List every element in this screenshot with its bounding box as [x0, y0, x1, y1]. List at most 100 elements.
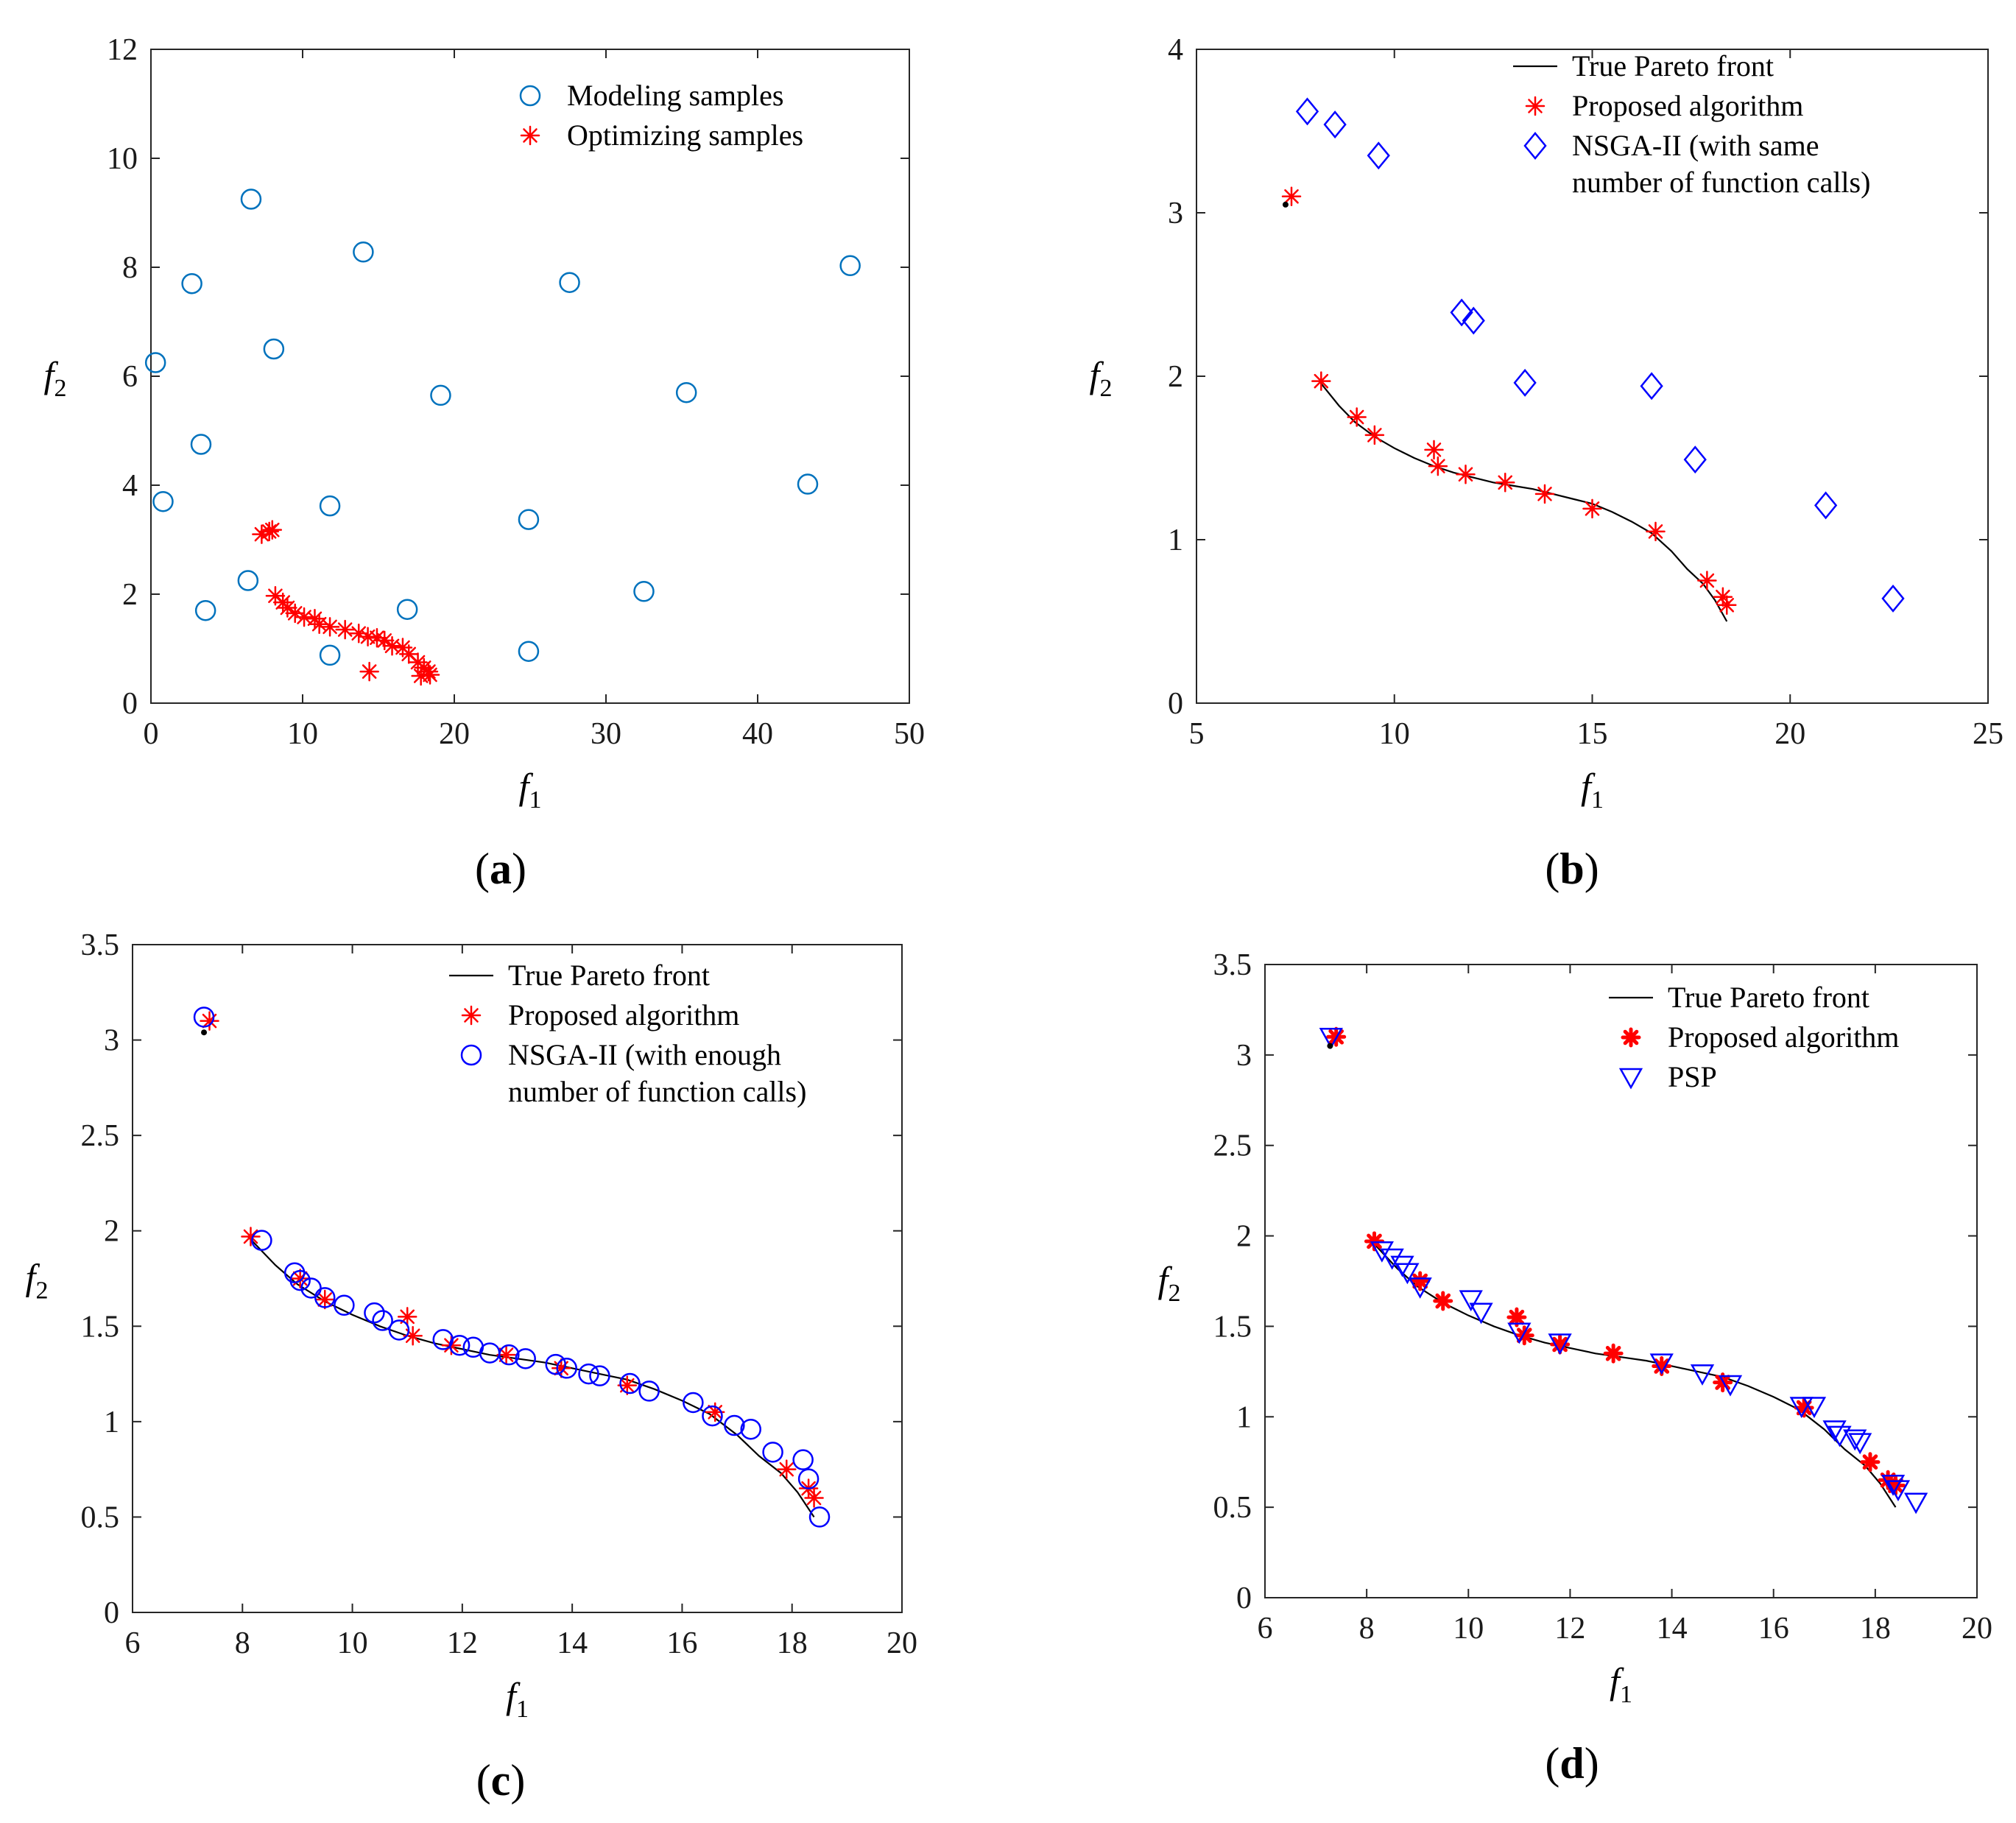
- legend-label: PSP: [1668, 1060, 1717, 1093]
- panel-caption: (b): [1545, 844, 1599, 893]
- series-true-pareto-front: [247, 1235, 815, 1518]
- data-point: [1514, 1325, 1534, 1346]
- legend-label: Proposed algorithm: [1668, 1020, 1899, 1054]
- data-point: [1550, 1334, 1571, 1355]
- y-tick-label: 0: [1236, 1582, 1252, 1615]
- x-tick-label: 10: [1379, 717, 1410, 751]
- data-point: [1640, 372, 1663, 401]
- data-point: [398, 644, 419, 664]
- x-tick-label: 5: [1189, 717, 1205, 751]
- x-tick-label: 15: [1577, 717, 1608, 751]
- data-point: [1582, 498, 1602, 519]
- data-point: [353, 241, 374, 263]
- x-tick-label: 10: [337, 1626, 368, 1660]
- data-point: [1789, 1397, 1814, 1419]
- x-tick-label: 14: [557, 1626, 588, 1660]
- legend-marker: [1618, 1068, 1643, 1090]
- data-point: [797, 473, 819, 495]
- data-point: [448, 1334, 470, 1356]
- panel-d: 6 8 10 12 14 16 18 20 0 0.5 1 1.5 2 2.5 3 3.5 f1 f2 True P…: [1158, 948, 1992, 1788]
- y-tick-label: 2.5: [81, 1119, 120, 1153]
- data-point: [1822, 1420, 1847, 1442]
- data-point: [262, 520, 283, 540]
- data-point: [420, 665, 440, 685]
- panel-a: 0 10 20 30 40 50 0 2 4 6 8 10 12 f1 f2 Modeling samples…: [44, 33, 925, 893]
- x-axis-label: f1: [506, 1675, 529, 1723]
- data-point: [1506, 1307, 1527, 1327]
- data-point: [1462, 306, 1485, 335]
- data-point: [334, 1294, 355, 1316]
- data-point: [367, 627, 387, 648]
- data-point: [1534, 484, 1555, 504]
- y-tick-label: 0: [104, 1596, 119, 1630]
- legend-label-line2: number of function calls): [508, 1075, 806, 1108]
- x-tick-label: 18: [777, 1626, 808, 1660]
- y-axis-label: f2: [44, 354, 67, 402]
- data-point: [1323, 110, 1347, 139]
- data-point: [1713, 587, 1733, 607]
- data-point: [1828, 1425, 1852, 1448]
- data-point: [200, 1011, 219, 1031]
- y-axis-label: f2: [26, 1257, 49, 1305]
- legend-label: NSGA-II (with enough: [508, 1038, 781, 1071]
- data-point: [1495, 473, 1515, 493]
- data-point: [358, 627, 378, 646]
- legend-marker: [1523, 132, 1547, 160]
- legend-label: NSGA-II (with same: [1572, 129, 1819, 162]
- data-point: [705, 1402, 725, 1422]
- data-point: [1878, 1470, 1898, 1490]
- y-tick-label: 0.5: [1213, 1491, 1252, 1525]
- data-point: [411, 666, 431, 686]
- data-point: [265, 585, 286, 606]
- legend-label: Optimizing samples: [567, 119, 803, 152]
- x-tick-label: 25: [1973, 717, 2003, 751]
- data-point: [397, 1307, 417, 1327]
- data-point: [518, 641, 540, 662]
- data-point: [1364, 425, 1385, 445]
- data-point: [319, 495, 341, 517]
- x-tick-label: 40: [742, 717, 773, 751]
- data-point: [1424, 440, 1444, 460]
- legend-label-line2: number of function calls): [1572, 166, 1870, 199]
- data-point: [808, 1506, 831, 1528]
- y-tick-label: 8: [122, 251, 138, 285]
- y-tick-label: 10: [107, 142, 138, 176]
- data-point: [1649, 1353, 1674, 1375]
- legend-marker: [1621, 1027, 1641, 1048]
- data-point: [1814, 491, 1838, 520]
- data-point: [496, 1344, 516, 1365]
- data-point: [617, 1375, 638, 1395]
- data-point: [1395, 1263, 1420, 1285]
- data-point: [418, 661, 439, 682]
- data-point: [518, 509, 540, 530]
- data-point: [1717, 595, 1737, 616]
- series-proposed-algorithm: [1326, 1026, 1906, 1496]
- y-tick-label: 2: [122, 578, 138, 612]
- x-tick-label: 20: [439, 717, 470, 751]
- x-tick-label: 12: [447, 1626, 478, 1660]
- series-marker-3: [1282, 201, 1289, 208]
- data-point: [675, 381, 697, 403]
- data-point: [285, 603, 305, 624]
- data-point: [314, 1287, 336, 1308]
- data-point: [335, 619, 355, 640]
- x-tick-label: 12: [1554, 1612, 1585, 1646]
- x-tick-label: 8: [1359, 1612, 1375, 1646]
- data-point: [638, 1381, 660, 1402]
- data-point: [589, 1365, 610, 1386]
- data-point: [152, 490, 174, 512]
- x-tick-label: 6: [125, 1626, 141, 1660]
- data-point: [633, 581, 655, 602]
- legend-marker: [461, 1005, 482, 1026]
- series-optimizing-samples: [252, 520, 440, 686]
- series-nsga-ii-with-same: [1295, 97, 1905, 613]
- panel-caption: (d): [1545, 1739, 1599, 1788]
- data-point: [294, 607, 314, 627]
- data-point: [1410, 1271, 1431, 1291]
- data-point: [1683, 445, 1707, 474]
- y-tick-label: 2.5: [1213, 1129, 1252, 1163]
- series-marker-3: [201, 1029, 208, 1036]
- y-tick-label: 4: [122, 469, 138, 503]
- data-point: [1697, 571, 1717, 590]
